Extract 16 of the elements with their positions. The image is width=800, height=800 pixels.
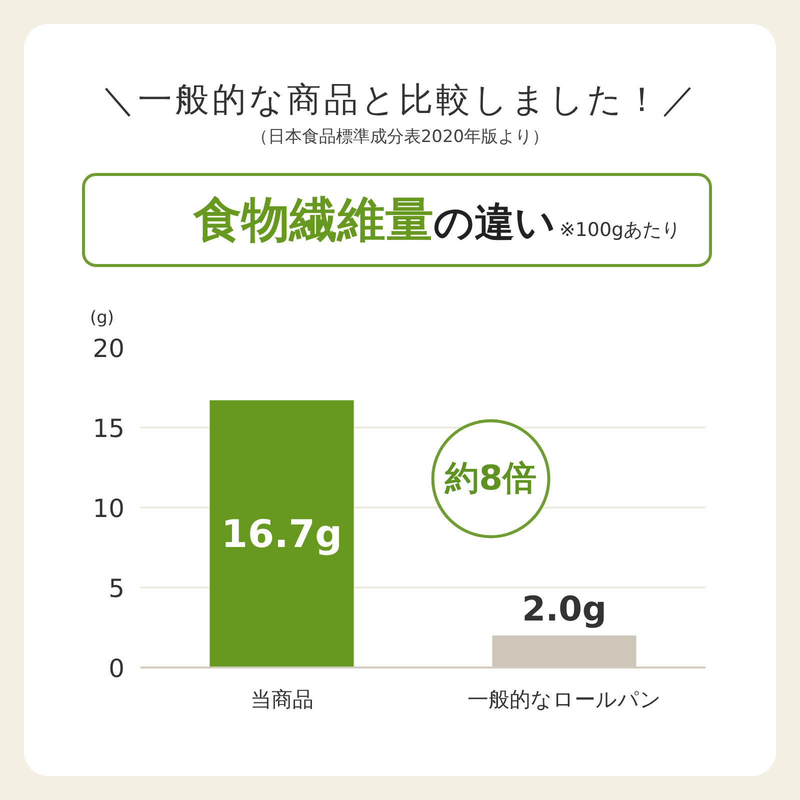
y-tick-label: 15 <box>92 414 124 443</box>
data-label: 16.7g <box>221 512 342 556</box>
annotation: 約8倍 <box>444 458 537 499</box>
x-tick-label: 一般的なロールパン <box>467 688 662 712</box>
y-tick-label: 20 <box>92 334 124 363</box>
x-tick-label: 当商品 <box>250 688 314 712</box>
y-tick-label: 5 <box>108 574 124 603</box>
chart-subtitle: （日本食品標準成分表2020年版より） <box>250 126 550 149</box>
text: の違い <box>433 198 556 248</box>
y-axis-title: (g) <box>90 308 114 328</box>
y-tick-label: 10 <box>92 494 124 523</box>
text: ※100gあたり <box>559 218 681 243</box>
data-label: 2.0g <box>522 590 607 630</box>
chart-title: ＼一般的な商品と比較しました！／ <box>100 80 700 120</box>
y-tick-label: 0 <box>108 654 124 683</box>
text: 食物繊維量 <box>193 190 434 250</box>
